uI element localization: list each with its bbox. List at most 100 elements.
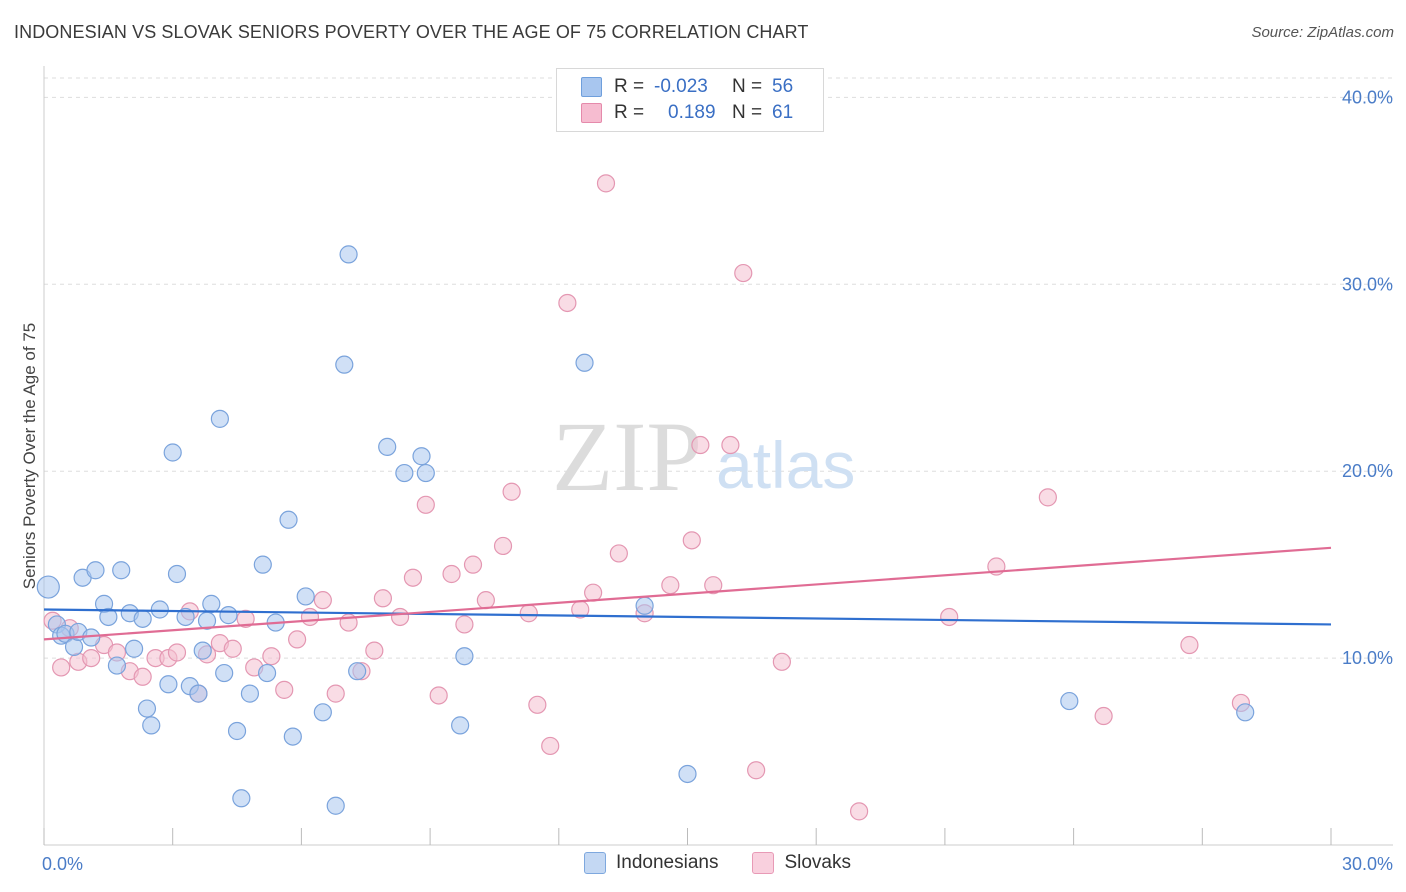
slovaks-point: [52, 658, 71, 677]
source-attribution: Source: ZipAtlas.com: [1251, 24, 1394, 41]
slovaks-point: [223, 639, 242, 658]
x-tick-labels: 0.0% 30.0%: [42, 854, 1393, 874]
indonesians-point: [107, 656, 127, 675]
slovaks-trend-line: [43, 546, 1332, 641]
indonesians-point: [326, 796, 345, 815]
slovaks-point: [403, 568, 423, 587]
legend-item-slovaks[interactable]: Slovaks: [752, 852, 851, 874]
indonesians-point: [257, 663, 277, 683]
indonesians-point: [189, 684, 208, 703]
indonesians-point: [167, 564, 187, 584]
indonesians-point: [1060, 691, 1079, 711]
indonesians-point: [210, 409, 229, 428]
indonesians-point: [412, 447, 431, 466]
indonesians-point: [202, 594, 221, 613]
y-tick-label-40: 40.0%: [1342, 87, 1393, 107]
slovaks-point: [167, 643, 187, 662]
indonesians-point: [86, 561, 105, 580]
slovaks-point: [262, 647, 281, 666]
slovaks-point: [609, 544, 628, 563]
indonesians-point: [1236, 703, 1255, 722]
slovaks-point: [691, 435, 710, 455]
stats-row-slovaks: R = 0.189 N = 61: [581, 100, 793, 126]
slovaks-point: [275, 680, 294, 699]
slovaks-point: [442, 564, 461, 584]
r-value: 0.189: [668, 102, 716, 123]
slovaks-point: [704, 576, 723, 595]
indonesians-point: [335, 355, 354, 374]
indonesians-point: [112, 561, 131, 580]
indonesians-point: [232, 789, 251, 808]
indonesians-point: [99, 607, 118, 627]
indonesians-point: [163, 443, 182, 462]
gridlines: [44, 77, 1393, 659]
indonesians-point: [150, 600, 169, 619]
slovaks-point: [849, 802, 869, 821]
n-label: N =: [732, 102, 763, 123]
indonesians-point: [227, 721, 247, 741]
indonesians-swatch: [581, 77, 602, 97]
slovaks-point: [390, 607, 410, 627]
indonesians-point: [64, 637, 84, 656]
legend-item-indonesians[interactable]: Indonesians: [584, 852, 718, 874]
indonesians-point: [219, 606, 238, 625]
legend-label-indonesians: Indonesians: [616, 852, 719, 873]
slovaks-point: [1038, 488, 1057, 507]
legend-label-slovaks: Slovaks: [784, 852, 851, 873]
indonesians-point: [283, 727, 302, 746]
indonesians-point: [339, 245, 358, 264]
indonesians-point: [575, 353, 594, 372]
legend: Indonesians Slovaks: [584, 852, 885, 874]
x-tick-label-max: 30.0%: [1342, 854, 1393, 874]
slovaks-point: [596, 174, 616, 193]
slovaks-point: [558, 293, 577, 313]
slovaks-point: [682, 531, 701, 550]
indonesians-point: [395, 463, 414, 483]
indonesians-point: [279, 510, 298, 529]
indonesians-trend-line: [43, 608, 1332, 626]
slovaks-point: [734, 263, 753, 283]
indonesians-point: [678, 764, 697, 784]
indonesians-point: [176, 607, 195, 627]
legend-swatch-indonesians: [584, 852, 606, 874]
slovaks-point: [313, 591, 332, 610]
indonesians-point: [313, 703, 332, 722]
slovaks-point: [288, 630, 307, 649]
indonesians-point: [635, 596, 654, 615]
n-value: 61: [772, 102, 794, 123]
axes: [43, 66, 1393, 846]
indonesians-point: [296, 587, 315, 606]
slovaks-point: [133, 667, 152, 686]
r-label: R =: [614, 76, 645, 97]
slovaks-point: [429, 686, 448, 705]
y-tick-labels: 10.0% 20.0% 30.0% 40.0%: [1342, 87, 1393, 668]
slovaks-point: [661, 576, 680, 595]
indonesians-point: [348, 662, 367, 681]
slovaks-point: [373, 589, 393, 608]
slovaks-point: [463, 555, 483, 574]
slovaks-point: [541, 736, 560, 756]
slovaks-point: [476, 591, 495, 610]
slovaks-point: [584, 583, 603, 602]
slovaks-point: [493, 536, 513, 556]
n-value: 56: [772, 76, 794, 97]
trend-lines: [43, 546, 1332, 641]
indonesians-point: [378, 437, 397, 456]
indonesians-point: [142, 716, 161, 735]
slovaks-point: [721, 435, 740, 455]
slovaks-point: [326, 684, 345, 703]
correlation-stats-box: R = -0.023 N = 56 R = 0.189 N = 61: [556, 68, 824, 132]
slovaks-swatch: [581, 103, 602, 123]
slovaks-point: [528, 695, 547, 714]
slovaks-point: [940, 607, 959, 627]
r-value: -0.023: [654, 76, 708, 97]
slovaks-point: [365, 641, 384, 660]
slovaks-point: [502, 482, 521, 501]
y-tick-label-30: 30.0%: [1342, 274, 1393, 294]
indonesians-point: [240, 684, 260, 703]
r-label: R =: [614, 102, 645, 123]
slovaks-point: [455, 615, 474, 634]
indonesians-point: [124, 639, 144, 658]
indonesians-point: [215, 663, 234, 683]
